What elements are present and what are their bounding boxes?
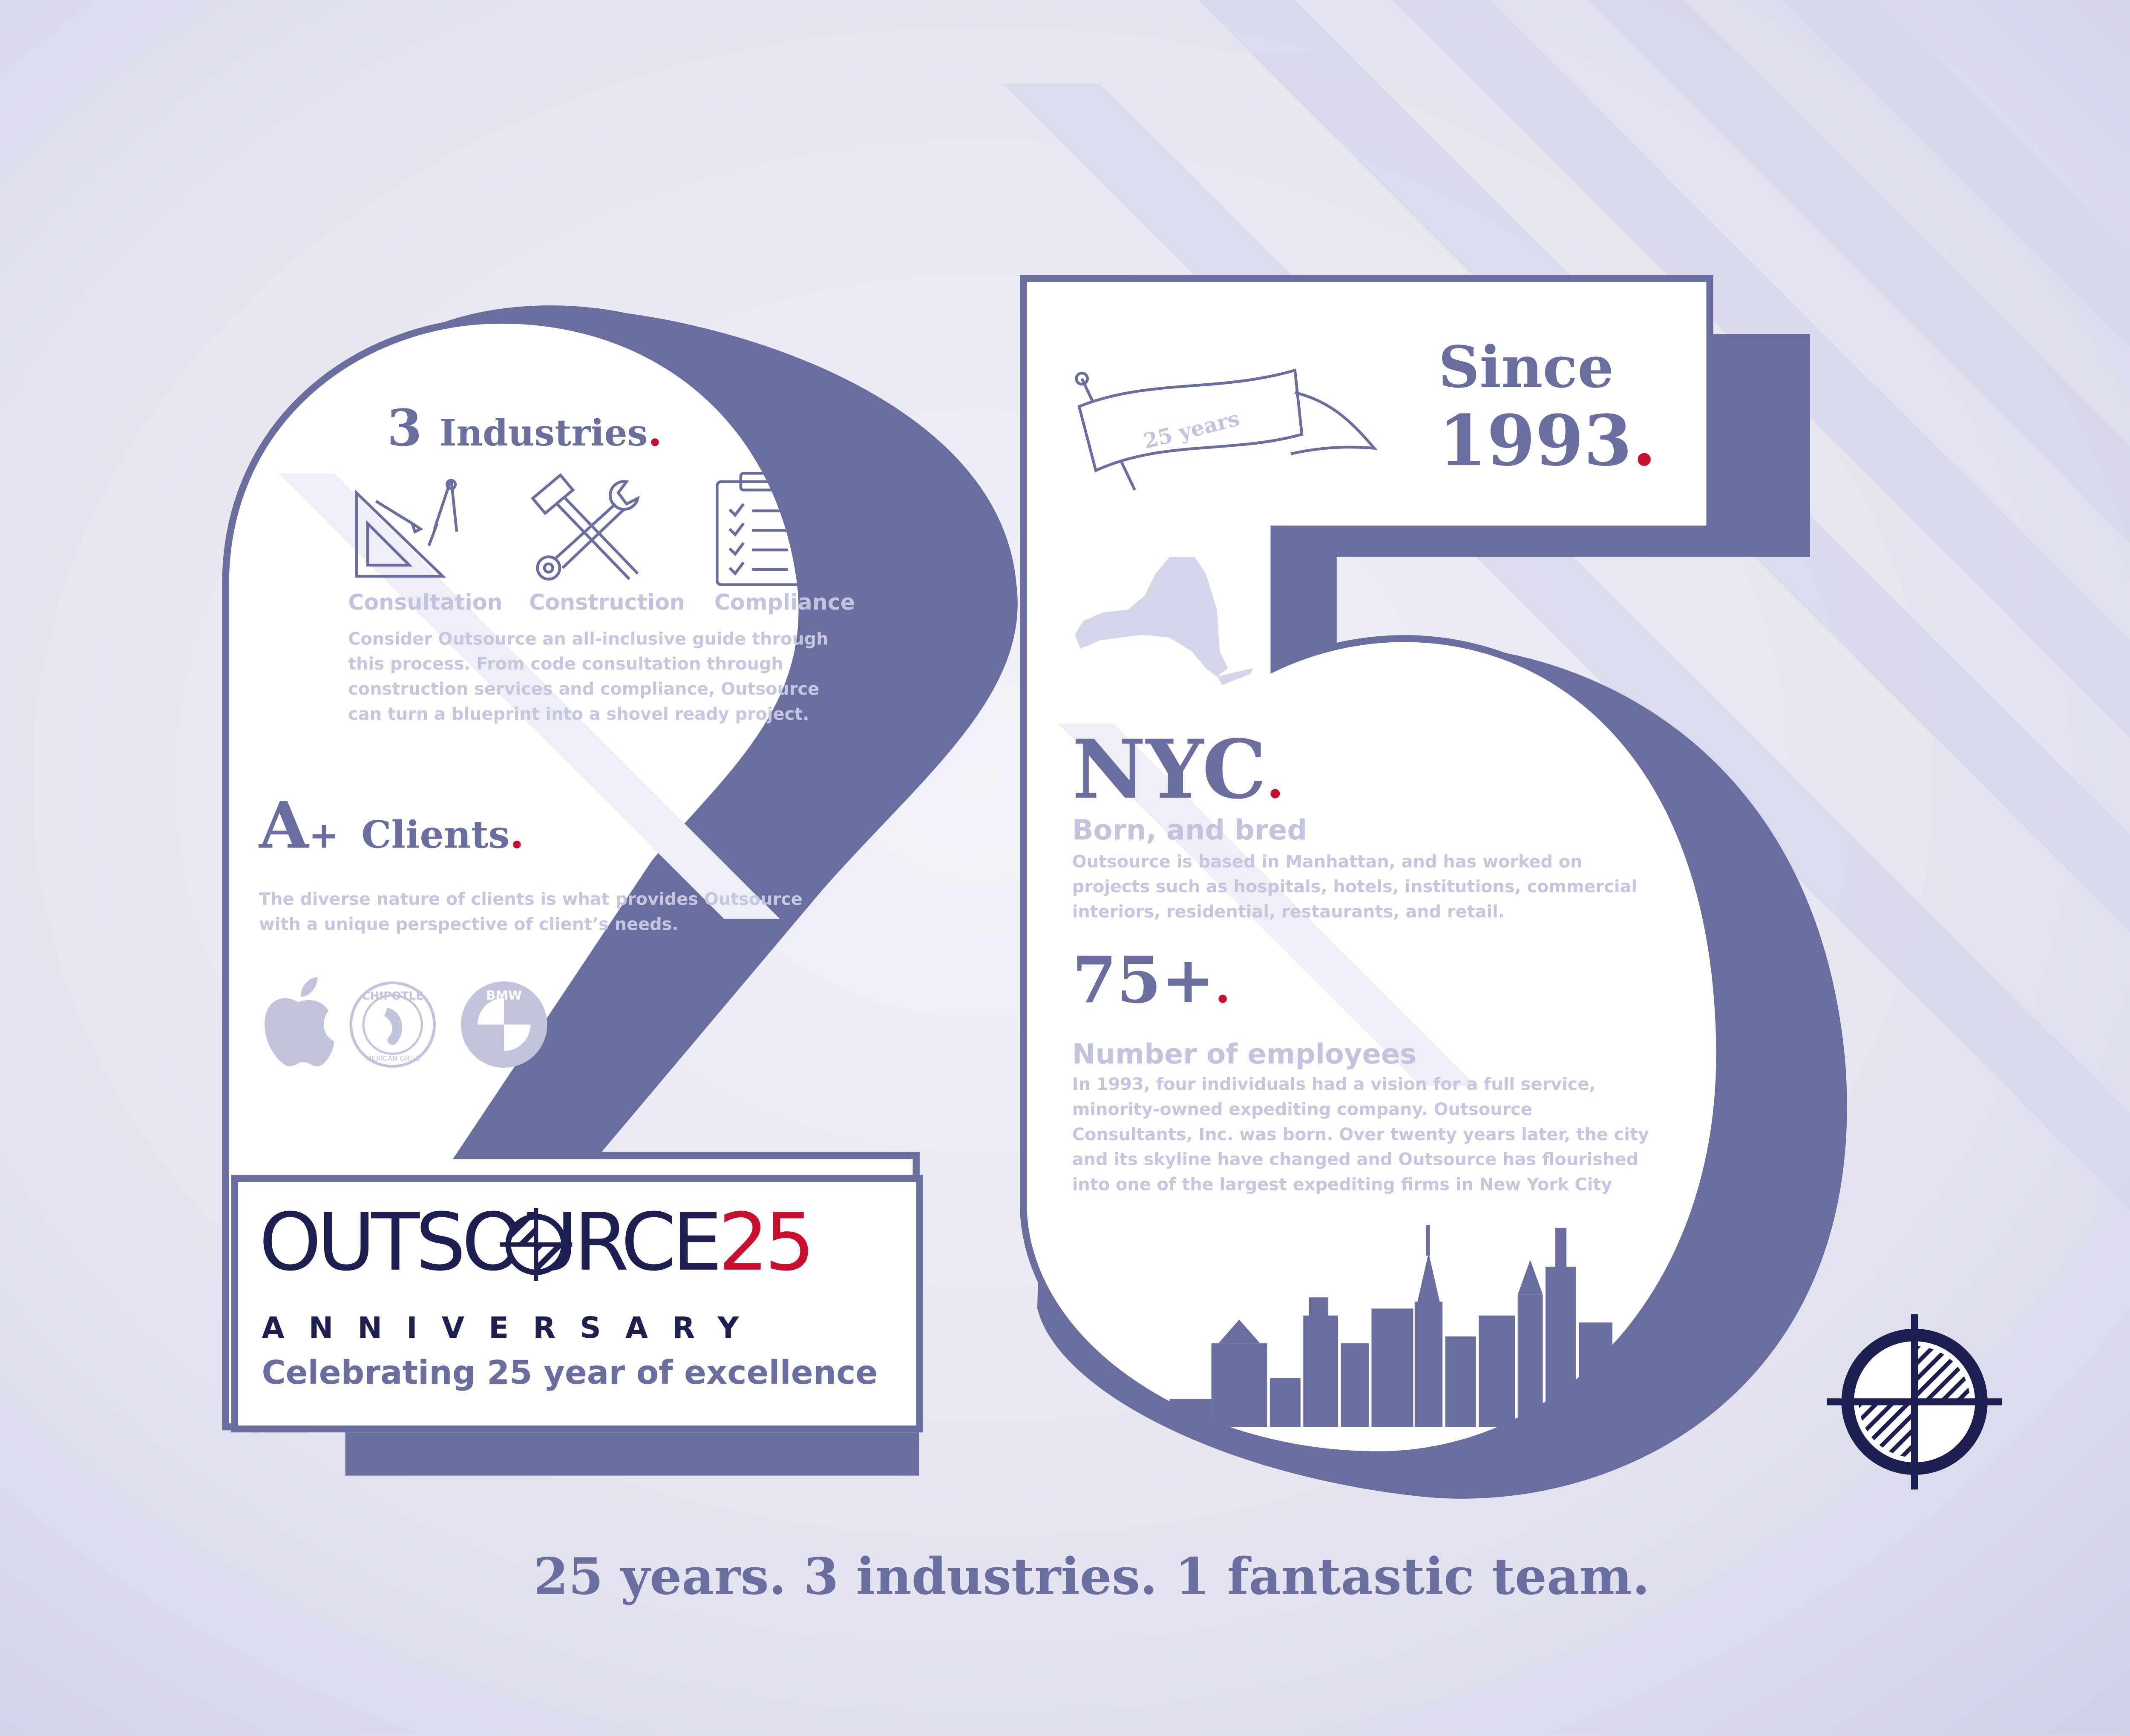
industries-title: Industries <box>440 414 648 455</box>
clients-grade: A <box>259 788 309 863</box>
brand-celebrating: Celebrating 25 year of excellence <box>262 1353 878 1392</box>
text-line: Consider Outsource an all-inclusive guid… <box>348 627 828 652</box>
employees-count: 75+ <box>1072 943 1215 1017</box>
text-line: In 1993, four individuals had a vision f… <box>1072 1072 1649 1097</box>
since-year: 1993. <box>1438 401 1656 482</box>
industries-description: Consider Outsource an all-inclusive guid… <box>348 627 828 727</box>
apple-logo-icon <box>259 974 337 1069</box>
text-line: into one of the largest expediting firms… <box>1072 1172 1649 1197</box>
brand-anniversary: ANNIVERSARY <box>262 1311 896 1345</box>
accent-dot: . <box>1215 960 1230 1013</box>
bmw-ring-text: BMW <box>486 988 522 1003</box>
employees-subtitle: Number of employees <box>1072 1037 1416 1070</box>
employees-heading: 75+. <box>1072 941 1231 1026</box>
clipboard-checklist-icon <box>713 471 805 588</box>
industries-heading: 3 Industries. <box>387 400 662 458</box>
text-line: projects such as hospitals, hotels, inst… <box>1072 874 1637 900</box>
nyc-title: NYC <box>1072 722 1266 817</box>
text-line: The diverse nature of clients is what pr… <box>259 887 803 912</box>
text-line: Outsource is based in Manhattan, and has… <box>1072 849 1637 874</box>
chipotle-ring-text: CHIPOTLE <box>362 990 423 1003</box>
industry-label-construction: Construction <box>529 590 685 615</box>
text-line: Consultants, Inc. was born. Over twenty … <box>1072 1122 1649 1147</box>
text-line: and its skyline have changed and Outsour… <box>1072 1147 1649 1172</box>
industry-label-consultation: Consultation <box>348 590 503 615</box>
clients-heading: A+ Clients. <box>259 788 524 863</box>
industries-count: 3 <box>387 400 422 458</box>
brand-logo-number: 25 <box>718 1197 811 1289</box>
drafting-tools-icon <box>348 473 459 584</box>
chipotle-logo-icon: CHIPOTLE MEXICAN GRILL <box>348 980 437 1069</box>
crosshair-icon <box>497 1206 575 1284</box>
chipotle-ring-subtext: MEXICAN GRILL <box>366 1055 420 1063</box>
accent-dot: . <box>648 408 662 457</box>
nyc-description: Outsource is based in Manhattan, and has… <box>1072 849 1637 924</box>
clients-title: Clients <box>361 814 509 857</box>
nyc-subtitle: Born, and bred <box>1072 813 1307 846</box>
bmw-logo-icon: BMW <box>460 980 549 1069</box>
target-crosshair-icon <box>1824 1311 2005 1492</box>
text-line: construction services and compliance, Ou… <box>348 676 828 701</box>
hammer-wrench-icon <box>529 473 643 584</box>
nyc-heading: NYC. <box>1072 727 1284 824</box>
brand-logo-word: OUTSOURCE <box>259 1197 718 1289</box>
employees-description: In 1993, four individuals had a vision f… <box>1072 1072 1649 1197</box>
text-line: minority-owned expediting company. Outso… <box>1072 1097 1649 1122</box>
tagline: 25 years. 3 industries. 1 fantastic team… <box>0 1548 2130 1607</box>
clients-plus: + <box>309 816 339 857</box>
25-years-banner-icon: 25 years <box>1065 365 1378 497</box>
clients-description: The diverse nature of clients is what pr… <box>259 887 803 937</box>
since-line1: Since <box>1438 334 1614 401</box>
new-york-state-icon <box>1072 554 1260 700</box>
text-line: can turn a blueprint into a shovel ready… <box>348 701 828 727</box>
accent-dot: . <box>1632 400 1656 482</box>
industry-label-compliance: Compliance <box>714 590 855 615</box>
since-year-value: 1993 <box>1438 400 1632 482</box>
text-line: with a unique perspective of client’s ne… <box>259 912 803 937</box>
text-line: interiors, residential, restaurants, and… <box>1072 899 1637 924</box>
accent-dot: . <box>509 810 524 859</box>
text-line: this process. From code consultation thr… <box>348 652 828 677</box>
accent-dot: . <box>1266 752 1284 810</box>
